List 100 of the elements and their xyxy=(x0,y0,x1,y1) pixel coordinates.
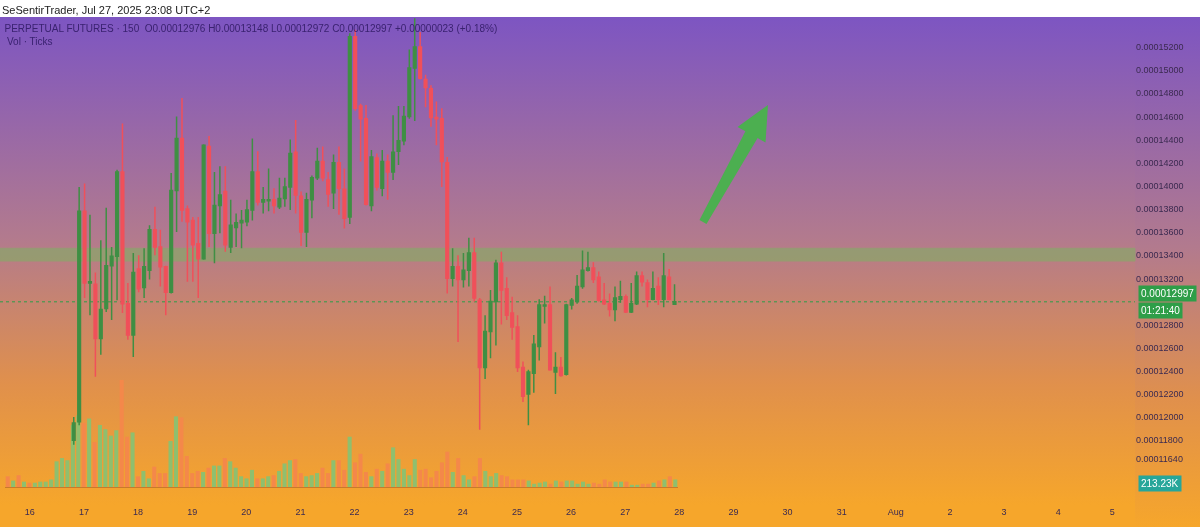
candlestick xyxy=(450,247,455,288)
candlestick xyxy=(163,264,168,317)
candlestick xyxy=(558,356,563,378)
bar xyxy=(456,458,461,487)
candlestick xyxy=(445,156,450,295)
candlestick xyxy=(174,115,179,233)
bar xyxy=(222,458,227,487)
candlestick xyxy=(326,171,331,208)
candlestick xyxy=(336,145,342,216)
bar xyxy=(195,470,200,487)
y-tick-label: 0.00014600 xyxy=(1136,111,1184,122)
candlestick xyxy=(391,114,396,181)
x-tick-label: 23 xyxy=(403,507,414,517)
bar xyxy=(271,475,276,487)
candlestick xyxy=(418,31,423,81)
bar xyxy=(152,466,157,487)
candlestick xyxy=(169,172,174,295)
bar xyxy=(374,468,379,487)
bar xyxy=(130,432,135,487)
text: 213.23K xyxy=(1141,478,1179,489)
candlestick xyxy=(223,165,228,253)
bar xyxy=(624,481,629,487)
candlestick xyxy=(612,285,618,322)
candlestick xyxy=(526,368,531,426)
candlestick xyxy=(542,294,547,325)
x-tick-label: 25 xyxy=(511,507,522,517)
candlestick xyxy=(82,182,87,299)
bar xyxy=(651,482,656,487)
x-tick-label: 31 xyxy=(836,507,847,517)
bar xyxy=(173,416,178,487)
bar xyxy=(380,470,385,487)
x-tick-label: 29 xyxy=(728,507,739,517)
bar xyxy=(206,467,211,487)
y-tick-label: 0.00011640 xyxy=(1136,453,1183,464)
bar xyxy=(11,480,16,487)
candlestick xyxy=(564,303,569,377)
candlestick xyxy=(98,239,103,356)
bar xyxy=(21,481,27,487)
y-tick-label: 0.00012400 xyxy=(1136,366,1184,377)
bar xyxy=(662,479,667,487)
x-tick-label: 19 xyxy=(187,507,198,517)
bar xyxy=(81,422,86,487)
candlestick xyxy=(455,254,461,343)
y-tick-label: 0.00013400 xyxy=(1136,250,1184,261)
bar xyxy=(656,480,662,487)
candlestick xyxy=(342,167,347,230)
bar xyxy=(298,473,303,487)
bar xyxy=(179,417,184,487)
y-tick-label: 0.00013200 xyxy=(1136,273,1184,284)
bar xyxy=(27,482,32,487)
candlestick xyxy=(553,351,558,395)
candlestick xyxy=(266,167,271,213)
candlestick xyxy=(104,207,109,313)
y-tick-label: 0.00014200 xyxy=(1136,157,1184,168)
y-tick-label: 0.00015000 xyxy=(1136,65,1184,76)
candlestick xyxy=(369,149,374,213)
y-tick-label: 0.00012800 xyxy=(1136,319,1184,330)
candlestick xyxy=(277,176,282,210)
bar xyxy=(141,470,146,487)
bar xyxy=(412,459,417,487)
bar xyxy=(369,476,374,487)
x-tick-label: 28 xyxy=(674,507,685,517)
bar xyxy=(304,476,309,487)
bar xyxy=(87,418,92,487)
x-tick-label: 20 xyxy=(241,507,252,517)
bar xyxy=(483,470,488,487)
bar xyxy=(418,469,423,487)
candlestick xyxy=(634,270,639,306)
candlestick xyxy=(499,251,504,326)
bar xyxy=(347,436,352,487)
candlestick xyxy=(374,152,379,192)
candlestick xyxy=(93,271,98,378)
candlestick xyxy=(380,149,385,197)
candlestick xyxy=(363,104,369,207)
bar xyxy=(59,458,65,487)
bar xyxy=(450,472,455,487)
candlestick xyxy=(477,297,482,431)
candlestick xyxy=(331,153,336,210)
annotation: Vol · Ticks xyxy=(7,36,53,47)
bar xyxy=(553,480,558,487)
bar xyxy=(331,460,336,487)
x-tick-label: 24 xyxy=(457,507,468,517)
candlestick xyxy=(547,285,553,372)
bar xyxy=(548,483,553,487)
candlestick xyxy=(667,268,672,302)
candlestick xyxy=(629,282,634,314)
text: 01:21:40 xyxy=(1141,305,1181,316)
candlestick xyxy=(385,153,390,201)
candlestick xyxy=(439,107,444,188)
bar xyxy=(542,481,548,487)
bar xyxy=(385,463,390,487)
x-tick-label: 21 xyxy=(295,507,306,517)
y-tick-label: 0.00014400 xyxy=(1136,134,1184,145)
candlestick xyxy=(591,261,596,284)
candlestick xyxy=(672,283,677,305)
bar xyxy=(228,461,233,487)
candlestick xyxy=(623,293,628,314)
candlestick xyxy=(136,254,141,293)
bar xyxy=(667,476,672,487)
y-tick-label: 0.00015200 xyxy=(1136,42,1184,53)
